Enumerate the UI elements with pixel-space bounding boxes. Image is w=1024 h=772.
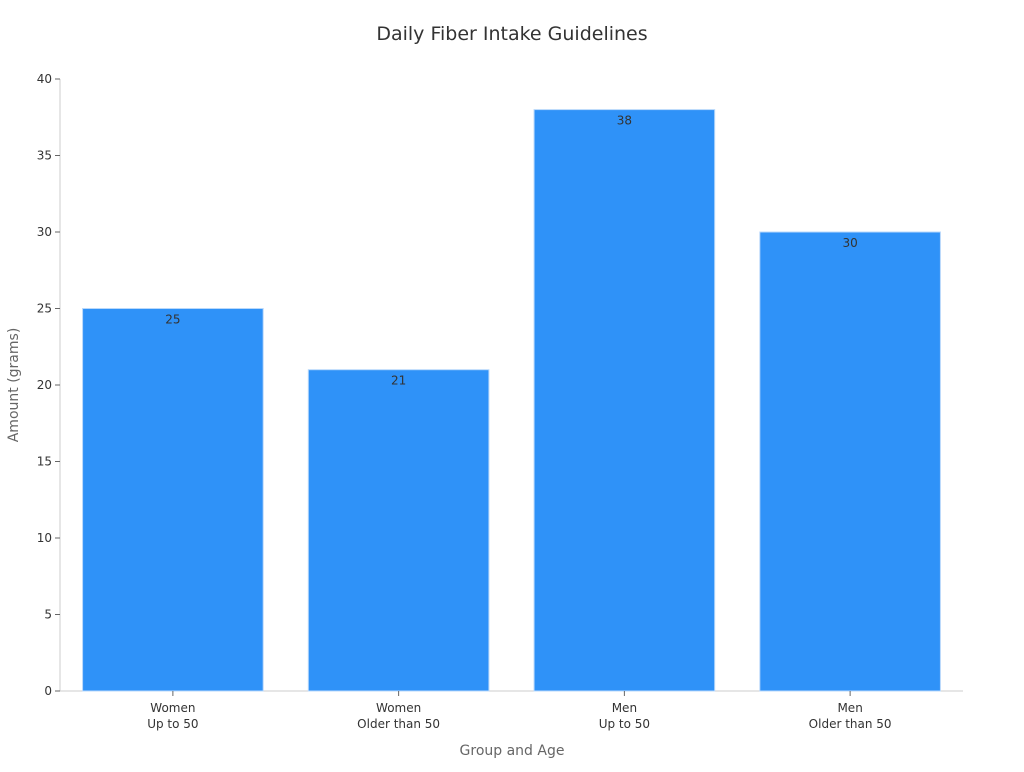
y-axis-label: Amount (grams)	[6, 328, 22, 443]
bar	[307, 369, 490, 692]
bar	[533, 109, 716, 692]
x-tick-label: Older than 50	[809, 717, 892, 731]
data-label: 30	[842, 236, 857, 250]
y-tick-label: 35	[37, 149, 52, 163]
bar	[82, 308, 264, 692]
data-label: 25	[165, 313, 180, 327]
x-tick-label: Up to 50	[147, 717, 198, 731]
y-tick-label: 15	[37, 455, 52, 469]
x-tick-label: Men	[612, 701, 637, 715]
bar	[759, 231, 941, 692]
data-label: 38	[617, 114, 632, 128]
y-tick-label: 5	[44, 608, 52, 622]
x-tick-label: Older than 50	[357, 717, 440, 731]
y-tick-label: 25	[37, 302, 52, 316]
y-tick-label: 30	[37, 225, 52, 239]
data-label: 21	[391, 374, 406, 388]
x-tick-label: Men	[837, 701, 862, 715]
chart-title: Daily Fiber Intake Guidelines	[376, 23, 647, 45]
x-tick-label: Up to 50	[599, 717, 650, 731]
y-tick-label: 20	[37, 378, 52, 392]
y-tick-label: 0	[44, 684, 52, 698]
y-tick-label: 10	[37, 531, 52, 545]
y-tick-label: 40	[37, 72, 52, 86]
x-tick-label: Women	[150, 701, 195, 715]
x-axis-label: Group and Age	[460, 743, 565, 759]
x-tick-label: Women	[376, 701, 421, 715]
